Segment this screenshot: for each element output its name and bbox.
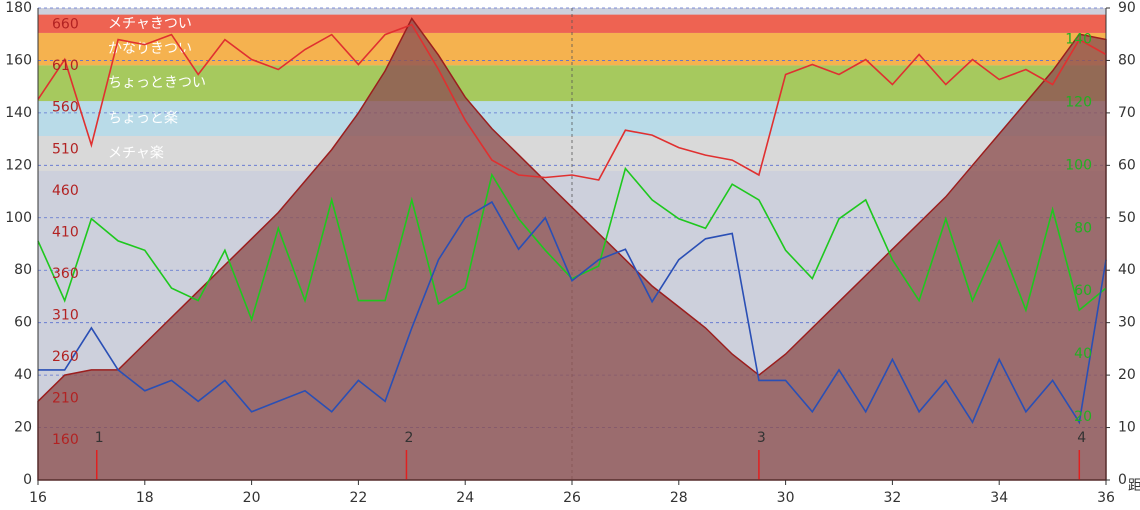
y2-tick-label: 60 [1118,157,1136,173]
x-tick-label: 34 [990,490,1008,506]
y3-tick-label: 360 [52,266,79,282]
y-tick-label: 120 [5,157,32,173]
y-tick-label: 0 [23,472,32,488]
zone-label: ちょっときつい [108,75,206,91]
y2-tick-label: 10 [1118,420,1136,436]
marker-label: 4 [1077,430,1086,446]
x-axis-label: 距 [1128,478,1140,494]
zone [38,65,1106,102]
line [38,200,1107,425]
y3-tick-label: 560 [52,100,79,116]
y-tick-label: 60 [14,315,32,331]
y-tick-label: 40 [14,367,32,383]
y3-tick-label: 660 [52,17,79,33]
x-tick-label: 22 [349,490,367,506]
y3-tick-label: 210 [52,391,79,407]
marker-label: 2 [404,430,413,446]
x-tick-label: 24 [456,490,474,506]
line [37,23,1107,181]
x-tick-label: 28 [670,490,688,506]
y4-tick-label: 60 [1074,283,1092,299]
y2-tick-label: 80 [1118,52,1136,68]
y2-tick-label: 50 [1118,210,1136,226]
zone-label: かなりきつい [108,41,192,57]
x-tick-label: 20 [243,490,261,506]
zone-label: メチャ楽 [108,145,164,161]
zone [38,14,1106,33]
y-tick-label: 180 [5,0,32,16]
y-tick-label: 160 [5,52,32,68]
x-tick-label: 32 [883,490,901,506]
y4-tick-label: 140 [1065,31,1092,47]
marker-label: 1 [95,430,104,446]
marker-label: 3 [757,430,766,446]
y2-tick-label: 70 [1118,105,1136,121]
y-tick-label: 80 [14,262,32,278]
y3-tick-label: 260 [52,349,79,365]
line [37,166,1107,322]
x-tick-label: 36 [1097,490,1115,506]
y4-tick-label: 40 [1074,346,1092,362]
y2-tick-label: 30 [1118,315,1136,331]
y4-tick-label: 100 [1065,157,1092,173]
zone-label: メチャきつい [108,16,192,32]
y2-tick-label: 0 [1118,472,1127,488]
y-tick-label: 100 [5,210,32,226]
y3-tick-label: 610 [52,58,79,74]
y3-tick-label: 510 [52,141,79,157]
y3-tick-label: 410 [52,224,79,240]
y3-tick-label: 310 [52,307,79,323]
y3-tick-label: 160 [52,432,79,448]
y-tick-label: 20 [14,420,32,436]
y-tick-label: 140 [5,105,32,121]
x-tick-label: 18 [136,490,154,506]
y4-tick-label: 120 [1065,94,1092,110]
y2-tick-label: 90 [1118,0,1136,16]
x-tick-label: 30 [777,490,795,506]
y3-tick-label: 460 [52,183,79,199]
zone-label: ちょっと楽 [108,111,178,127]
y4-tick-label: 20 [1074,409,1092,425]
y2-tick-label: 20 [1118,367,1136,383]
x-tick-label: 26 [563,490,581,506]
y4-tick-label: 80 [1074,220,1092,236]
y2-tick-label: 40 [1118,262,1136,278]
x-tick-label: 16 [29,490,47,506]
